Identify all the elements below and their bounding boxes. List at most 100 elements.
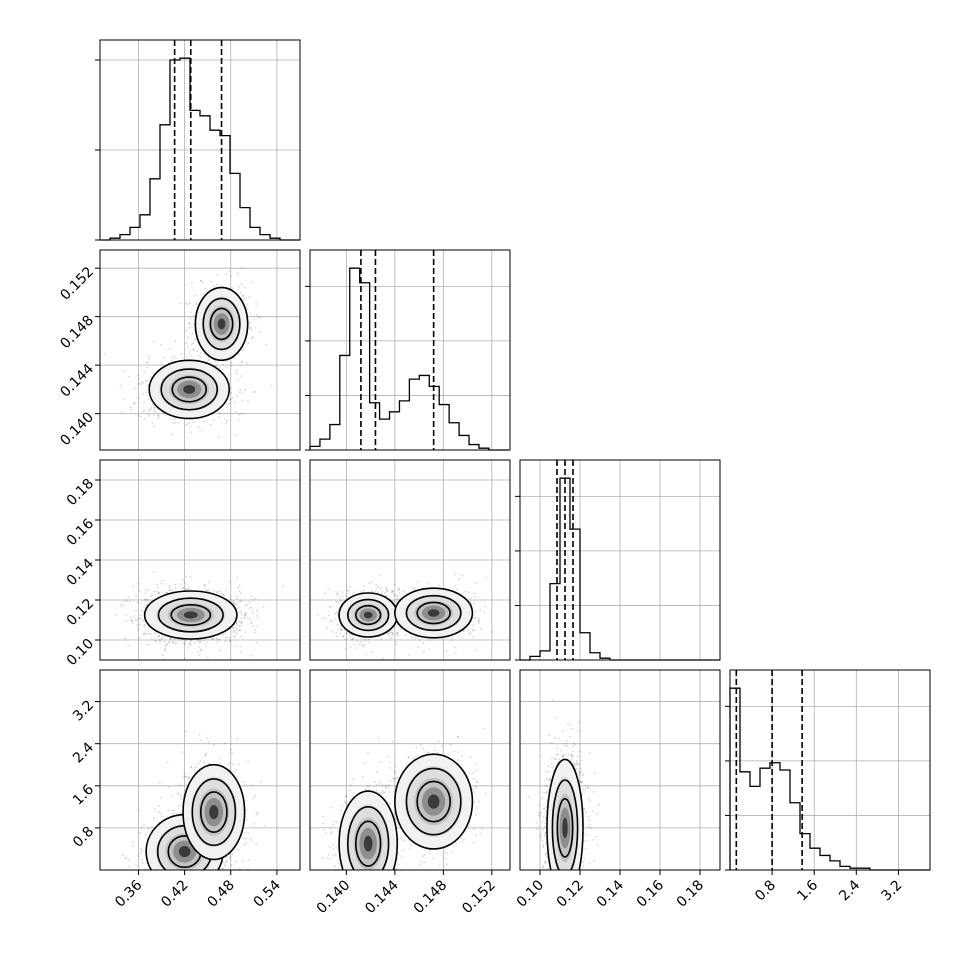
sample-point bbox=[204, 754, 207, 757]
sample-point bbox=[210, 280, 213, 283]
sample-point bbox=[240, 621, 243, 623]
sample-point bbox=[143, 370, 146, 373]
contour-line bbox=[202, 297, 241, 351]
sample-point bbox=[179, 302, 182, 304]
sample-point bbox=[153, 590, 156, 593]
sample-point bbox=[428, 639, 431, 641]
sample-point bbox=[168, 589, 171, 592]
sample-point bbox=[247, 617, 250, 620]
sample-point bbox=[264, 824, 267, 827]
sample-point bbox=[153, 414, 155, 417]
sample-point bbox=[154, 406, 157, 409]
sample-point bbox=[204, 287, 207, 290]
sample-point bbox=[238, 620, 241, 623]
sample-point bbox=[154, 631, 157, 633]
sample-point bbox=[398, 597, 401, 600]
sample-point bbox=[259, 316, 262, 319]
sample-point bbox=[324, 617, 327, 620]
sample-point bbox=[219, 762, 222, 765]
sample-point bbox=[472, 636, 475, 638]
sample-point bbox=[205, 752, 208, 755]
sample-point bbox=[229, 398, 232, 401]
sample-point bbox=[336, 612, 339, 615]
sample-point bbox=[254, 390, 257, 393]
sample-point bbox=[230, 392, 233, 394]
sample-point bbox=[140, 609, 143, 612]
sample-point bbox=[179, 812, 182, 815]
sample-point bbox=[244, 612, 247, 614]
sample-point bbox=[227, 763, 230, 765]
sample-point bbox=[146, 380, 148, 382]
sample-point bbox=[226, 360, 229, 363]
sample-point bbox=[335, 593, 338, 596]
sample-point bbox=[229, 275, 232, 277]
sample-point bbox=[139, 614, 142, 616]
sample-point bbox=[191, 325, 193, 328]
sample-point bbox=[201, 281, 204, 284]
sample-point bbox=[248, 601, 251, 603]
sample-point bbox=[195, 301, 198, 304]
sample-point bbox=[210, 362, 212, 365]
sample-point bbox=[423, 650, 425, 653]
sample-point bbox=[175, 812, 178, 815]
sample-point bbox=[238, 624, 241, 627]
sample-point bbox=[235, 372, 238, 375]
sample-point bbox=[251, 337, 254, 339]
sample-point bbox=[163, 357, 165, 360]
sample-point bbox=[129, 619, 132, 622]
sample-point bbox=[148, 409, 151, 412]
sample-point bbox=[189, 322, 192, 325]
sample-point bbox=[143, 632, 146, 635]
sample-point bbox=[169, 588, 172, 591]
sample-point bbox=[362, 589, 365, 592]
sample-point bbox=[193, 769, 196, 772]
sample-point bbox=[393, 626, 396, 629]
sample-point bbox=[341, 629, 343, 631]
panel-frame bbox=[309, 459, 511, 661]
sample-point bbox=[160, 582, 163, 585]
sample-point bbox=[222, 594, 225, 597]
sample-point bbox=[146, 366, 149, 369]
sample-point bbox=[205, 641, 208, 643]
sample-point bbox=[326, 627, 329, 630]
sample-point bbox=[190, 355, 193, 358]
sample-point bbox=[483, 611, 486, 614]
sample-point bbox=[154, 808, 157, 811]
sample-point bbox=[270, 385, 273, 387]
sample-point bbox=[143, 624, 146, 627]
sample-point bbox=[352, 593, 354, 596]
sample-point bbox=[244, 388, 247, 391]
sample-point bbox=[226, 860, 228, 863]
sample-point bbox=[225, 273, 228, 275]
sample-point bbox=[246, 604, 249, 607]
sample-point bbox=[455, 588, 458, 591]
sample-point bbox=[150, 633, 152, 635]
density-level bbox=[183, 385, 196, 394]
sample-point bbox=[174, 583, 177, 586]
sample-point bbox=[158, 635, 161, 638]
sample-point bbox=[387, 632, 390, 635]
sample-point bbox=[143, 619, 145, 622]
sample-point bbox=[188, 327, 190, 329]
sample-point bbox=[229, 855, 232, 858]
sample-point bbox=[121, 854, 124, 857]
sample-point bbox=[252, 336, 255, 339]
contour-line bbox=[143, 590, 238, 640]
sample-point bbox=[137, 374, 140, 377]
sample-point bbox=[155, 639, 158, 642]
sample-point bbox=[256, 314, 258, 316]
sample-point bbox=[192, 349, 195, 351]
sample-point bbox=[135, 595, 138, 597]
sample-point bbox=[232, 357, 235, 360]
sample-point bbox=[262, 606, 265, 608]
sample-point bbox=[173, 355, 176, 357]
sample-point bbox=[233, 630, 236, 633]
sample-point bbox=[462, 629, 465, 632]
sample-point bbox=[216, 274, 219, 276]
sample-point bbox=[214, 360, 217, 363]
sample-point bbox=[219, 412, 222, 415]
sample-point bbox=[148, 355, 150, 357]
sample-point bbox=[240, 610, 242, 613]
sample-point bbox=[140, 827, 143, 830]
sample-point bbox=[407, 654, 410, 657]
